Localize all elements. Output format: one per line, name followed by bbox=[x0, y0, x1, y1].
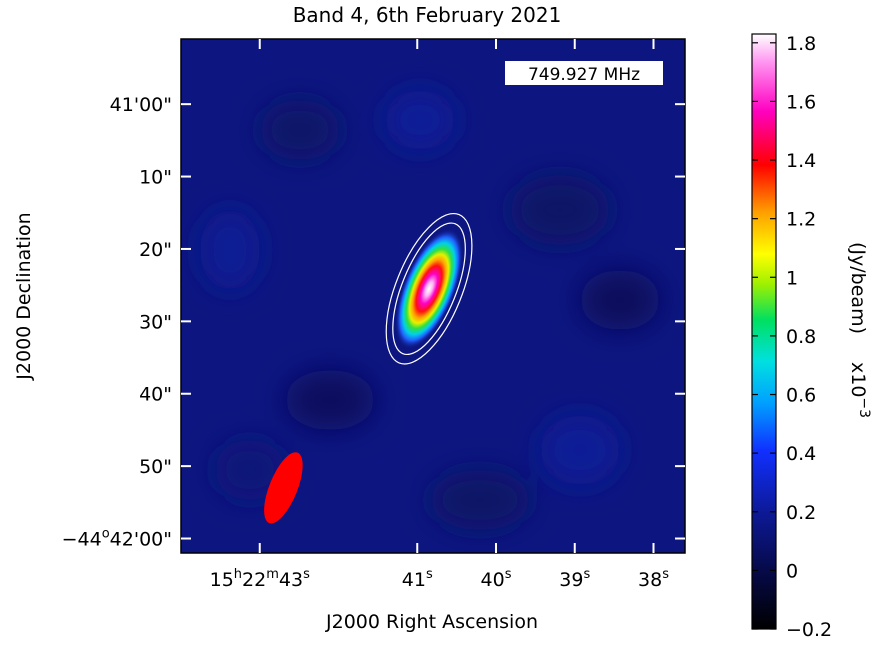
y-tick-label: 41'00" bbox=[110, 94, 172, 116]
colorbar-tick-label: 1.6 bbox=[786, 91, 816, 113]
x-tick-minutes: 22 bbox=[242, 569, 266, 591]
y-tick-degree-sign: o bbox=[102, 527, 110, 542]
x-tick-s-unit: s bbox=[426, 567, 433, 582]
source-blob bbox=[395, 228, 464, 349]
contour-inner bbox=[392, 222, 466, 356]
colorbar-tick-label: 1.8 bbox=[786, 33, 816, 55]
x-tick-label: 39s bbox=[559, 567, 590, 591]
x-tick-seconds: 38 bbox=[638, 569, 662, 591]
y-axis-ticks: 41'00" 10" 20" 30" 40" 50" −44o42'00" bbox=[62, 94, 685, 551]
x-tick-s-unit: s bbox=[505, 567, 512, 582]
image-plane bbox=[181, 39, 685, 553]
x-tick-seconds: 43 bbox=[279, 569, 303, 591]
x-tick-seconds: 41 bbox=[402, 569, 426, 591]
colorbar-scale-exp: −3 bbox=[856, 397, 872, 418]
colorbar-scale: x10−3 bbox=[847, 362, 872, 418]
x-tick-seconds: 39 bbox=[559, 569, 583, 591]
colorbar-tick-label: 1 bbox=[786, 267, 798, 289]
colorbar-scale-base: x10 bbox=[847, 362, 869, 397]
x-tick-label: 40s bbox=[481, 567, 512, 591]
x-tick-s-unit: s bbox=[303, 567, 310, 582]
x-tick-label: 38s bbox=[638, 567, 669, 591]
x-tick-label: 15h22m43s bbox=[210, 567, 310, 591]
colorbar-tick-label: −0.2 bbox=[786, 619, 832, 641]
colorbar-tick-label: 0.2 bbox=[786, 502, 816, 524]
colorbar-tick-label: 0.6 bbox=[786, 385, 816, 407]
x-tick-seconds: 40 bbox=[481, 569, 505, 591]
x-tick-hours: 15 bbox=[210, 569, 234, 591]
y-tick-label: 50" bbox=[139, 456, 172, 478]
x-tick-m-unit: m bbox=[266, 567, 279, 582]
chart-title: Band 4, 6th February 2021 bbox=[293, 3, 562, 27]
y-tick-rest: 42'00" bbox=[110, 529, 172, 551]
colorbar bbox=[751, 33, 777, 630]
y-tick-label: 10" bbox=[139, 167, 172, 189]
colorbar-tick-label: 0.4 bbox=[786, 443, 816, 465]
frequency-label-box bbox=[505, 61, 663, 85]
y-axis-label: J2000 Declination bbox=[13, 212, 35, 380]
y-tick-label: 30" bbox=[139, 311, 172, 333]
y-tick-label: 20" bbox=[139, 239, 172, 261]
plot-frame bbox=[180, 38, 686, 554]
colorbar-label: (Jy/beam) bbox=[847, 242, 869, 334]
x-tick-label: 41s bbox=[402, 567, 433, 591]
x-axis-label: J2000 Right Ascension bbox=[325, 611, 538, 633]
x-tick-s-unit: s bbox=[583, 567, 590, 582]
colorbar-tick-label: 0 bbox=[786, 560, 798, 582]
x-tick-s-unit: s bbox=[662, 567, 669, 582]
y-tick-label: −44o42'00" bbox=[62, 527, 172, 551]
colorbar-tick-label: 1.4 bbox=[786, 150, 816, 172]
colorbar-tick-label: 0.8 bbox=[786, 326, 816, 348]
x-tick-h-unit: h bbox=[234, 567, 242, 582]
contour-outer bbox=[385, 212, 473, 365]
colorbar-ticks: 1.8 1.6 1.4 1.2 1 0.8 0.6 0.4 0.2 0 −0.2 bbox=[752, 33, 832, 641]
beam-ellipse bbox=[264, 452, 303, 524]
y-tick-label: 40" bbox=[139, 384, 172, 406]
frequency-label: 749.927 MHz bbox=[528, 65, 640, 85]
noise-patches bbox=[200, 90, 660, 530]
source-emission bbox=[385, 212, 473, 365]
colorbar-tick-label: 1.2 bbox=[786, 209, 816, 231]
x-axis-ticks: 15h22m43s 41s 40s 39s 38s bbox=[210, 39, 669, 591]
y-tick-degrees: −44 bbox=[62, 529, 102, 551]
